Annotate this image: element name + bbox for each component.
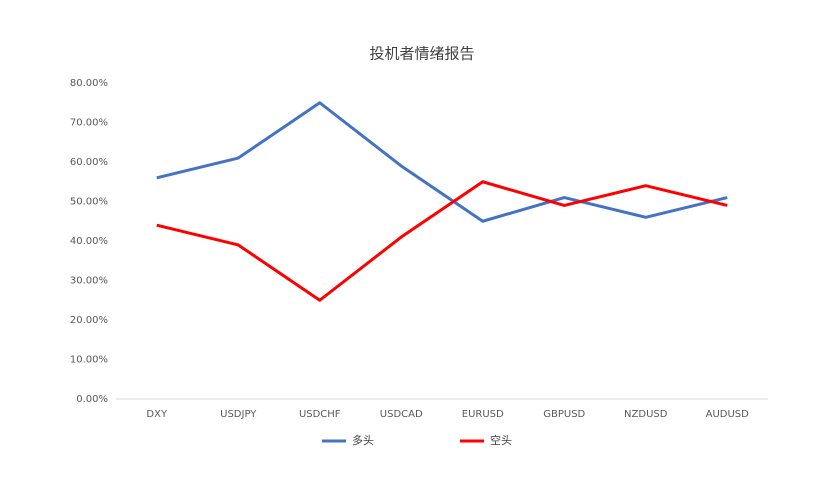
- y-tick-label: 20.00%: [70, 315, 108, 326]
- y-tick-label: 80.00%: [70, 78, 108, 89]
- x-tick-label: USDCAD: [380, 409, 423, 420]
- x-tick-label: AUDUSD: [706, 409, 750, 420]
- series-line: [156, 180, 728, 302]
- legend-label: 空头: [490, 433, 512, 447]
- x-tick-label: DXY: [146, 409, 168, 420]
- chart-title: 投机者情绪报告: [369, 45, 474, 63]
- x-tick-label: USDJPY: [220, 409, 257, 420]
- y-tick-label: 50.00%: [70, 197, 108, 208]
- series-line: [156, 101, 728, 223]
- y-tick-label: 10.00%: [70, 355, 108, 366]
- x-tick-label: GBPUSD: [543, 409, 585, 420]
- y-tick-label: 0.00%: [76, 394, 108, 405]
- x-tick-label: NZDUSD: [624, 409, 668, 420]
- y-tick-label: 30.00%: [70, 276, 108, 287]
- x-tick-label: USDCHF: [299, 409, 341, 420]
- y-tick-label: 60.00%: [70, 157, 108, 168]
- y-tick-label: 70.00%: [70, 118, 108, 129]
- legend-label: 多头: [352, 433, 374, 447]
- x-tick-label: EURUSD: [462, 409, 504, 420]
- y-tick-label: 40.00%: [70, 236, 108, 247]
